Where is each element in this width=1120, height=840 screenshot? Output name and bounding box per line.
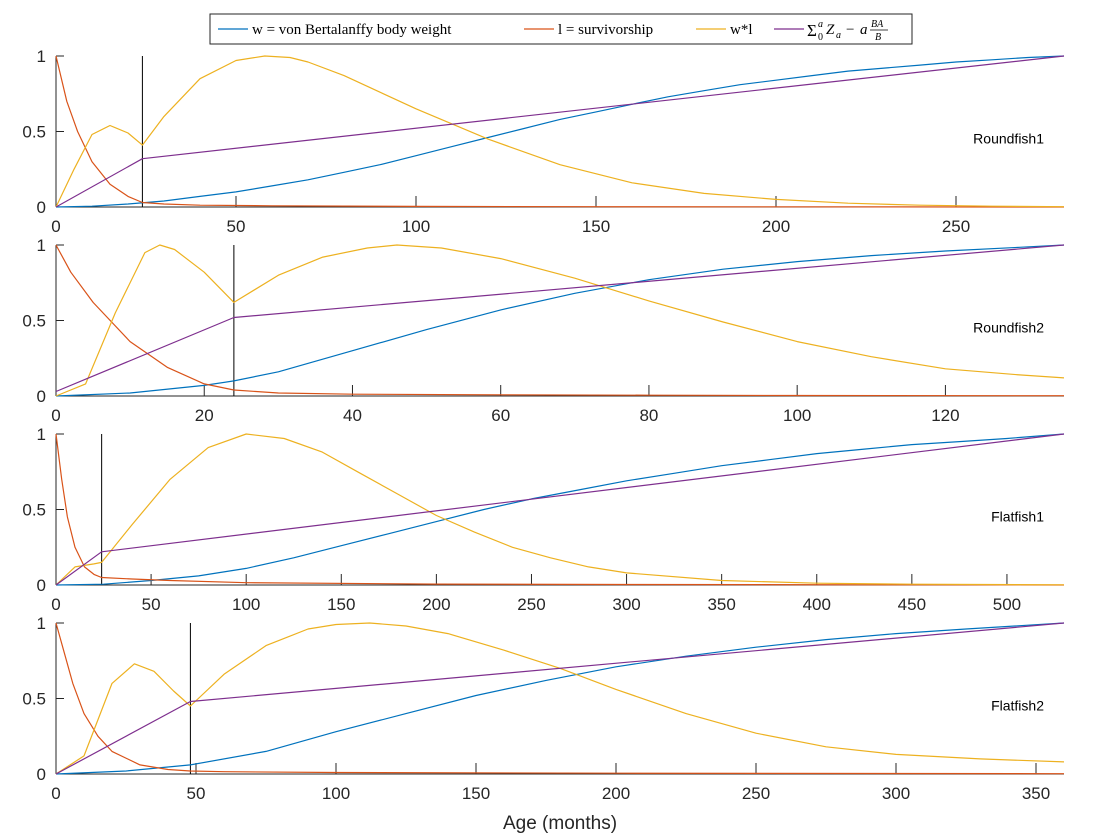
y-tick-label: 0.5 [22, 690, 46, 709]
panel-label: Roundfish1 [973, 131, 1044, 147]
x-tick-label: 100 [322, 784, 350, 803]
y-tick-label: 0 [37, 765, 46, 784]
svg-text:BA: BA [871, 19, 884, 30]
x-tick-label: 100 [232, 595, 260, 614]
panel-label: Flatfish1 [991, 509, 1044, 525]
series-line-weight [55, 244, 1065, 397]
x-tick-label: 250 [742, 784, 770, 803]
x-tick-label: 60 [491, 406, 510, 425]
svg-text:−: − [846, 22, 854, 38]
x-tick-label: 200 [762, 217, 790, 236]
x-tick-label: 150 [582, 217, 610, 236]
x-tick-label: 250 [942, 217, 970, 236]
panel-roundfish1: 0 0.5 1 0 50 100 150 200 250 Roundfish1 [22, 47, 1065, 236]
panel-label: Roundfish2 [973, 320, 1044, 336]
series-line-weight [55, 55, 1065, 208]
legend: w = von Bertalanffy body weight l = surv… [209, 13, 913, 45]
y-tick-label: 1 [37, 236, 46, 255]
y-tick-label: 0 [37, 576, 46, 595]
svg-text:a: a [860, 22, 868, 38]
x-tick-label: 100 [402, 217, 430, 236]
series-line-weight [55, 433, 1065, 586]
series-line-weight [55, 622, 1065, 775]
y-tick-label: 0 [37, 387, 46, 406]
svg-text:0: 0 [818, 32, 823, 43]
series-line-product [55, 244, 1065, 397]
x-tick-label: 450 [898, 595, 926, 614]
series-line-product [55, 622, 1065, 775]
panel-label: Flatfish2 [991, 698, 1044, 714]
series-line-survivorship [55, 622, 1065, 775]
x-tick-label: 0 [51, 784, 60, 803]
x-tick-label: 40 [343, 406, 362, 425]
x-tick-label: 0 [51, 595, 60, 614]
panel-flatfish2: 0 0.5 1 0 50 100 150 200 250 300 350 Flatfish2 [22, 614, 1065, 803]
x-tick-label: 250 [517, 595, 545, 614]
y-tick-label: 1 [37, 614, 46, 633]
series-line-product [55, 55, 1065, 208]
series-line-product [55, 433, 1065, 586]
series-line-cumulative [55, 622, 1065, 775]
x-tick-label: 80 [639, 406, 658, 425]
x-tick-label: 150 [327, 595, 355, 614]
x-axis-label: Age (months) [503, 813, 617, 834]
x-tick-label: 400 [803, 595, 831, 614]
x-tick-label: 300 [612, 595, 640, 614]
x-tick-label: 20 [195, 406, 214, 425]
x-tick-label: 200 [602, 784, 630, 803]
y-tick-label: 0.5 [22, 501, 46, 520]
x-tick-label: 100 [783, 406, 811, 425]
x-tick-label: 0 [51, 217, 60, 236]
series-line-survivorship [55, 244, 1065, 397]
legend-label-product: w*l [730, 22, 753, 38]
x-tick-label: 150 [462, 784, 490, 803]
series-line-survivorship [55, 433, 1065, 586]
x-tick-label: 200 [422, 595, 450, 614]
legend-label-cumulative-formula: Σ a 0 Z a − a BA B [807, 19, 888, 43]
series-line-cumulative [55, 244, 1065, 393]
legend-label-survivorship: l = survivorship [558, 22, 653, 38]
x-tick-label: 350 [1022, 784, 1050, 803]
legend-label-weight: w = von Bertalanffy body weight [252, 22, 452, 38]
x-tick-label: 500 [993, 595, 1021, 614]
y-tick-label: 1 [37, 425, 46, 444]
x-tick-label: 350 [707, 595, 735, 614]
series-line-survivorship [55, 55, 1065, 208]
y-tick-label: 0.5 [22, 123, 46, 142]
y-tick-label: 1 [37, 47, 46, 66]
x-tick-label: 50 [142, 595, 161, 614]
x-tick-label: 0 [51, 406, 60, 425]
svg-text:B: B [875, 32, 881, 43]
series-line-cumulative [55, 433, 1065, 586]
x-tick-label: 50 [187, 784, 206, 803]
y-tick-label: 0 [37, 198, 46, 217]
y-tick-label: 0.5 [22, 312, 46, 331]
svg-text:Σ: Σ [807, 21, 817, 40]
x-tick-label: 120 [931, 406, 959, 425]
series-line-cumulative [55, 55, 1065, 208]
svg-text:a: a [818, 19, 823, 30]
x-tick-label: 300 [882, 784, 910, 803]
x-tick-label: 50 [227, 217, 246, 236]
svg-text:Z: Z [826, 22, 835, 38]
svg-text:a: a [836, 30, 841, 41]
panel-flatfish1: 0 0.5 1 0 50 100 150 200 250 300 350 400 450 500 Flatf… [22, 425, 1065, 614]
panel-roundfish2: 0 0.5 1 0 20 40 60 80 100 120 Roundfish2 [22, 236, 1065, 425]
